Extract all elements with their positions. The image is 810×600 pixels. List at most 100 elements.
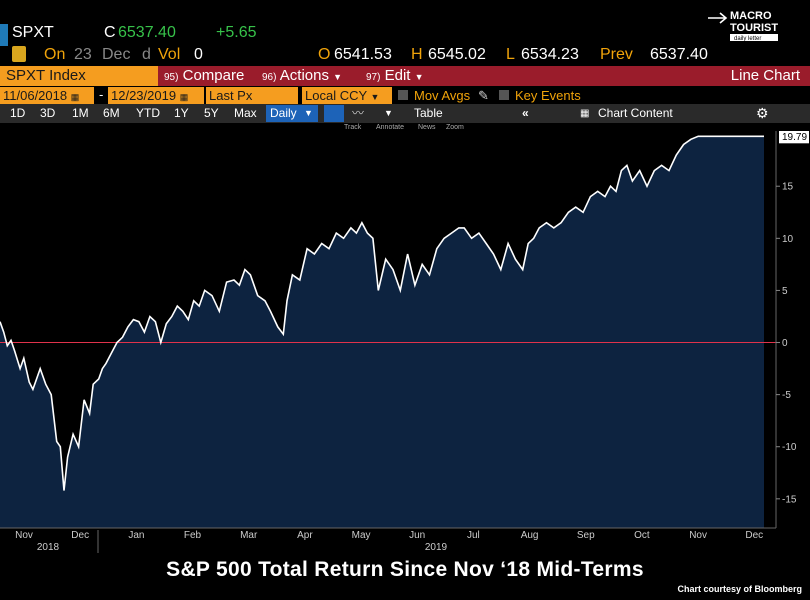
end-date-field[interactable]: 12/23/2019 ▦ (108, 87, 204, 104)
high-value: 6545.02 (428, 46, 486, 63)
actions-num: 96) (262, 72, 277, 83)
period-ytd[interactable]: YTD (136, 106, 160, 120)
chevron-down-icon: ▼ (333, 72, 343, 82)
x-month-label: Mar (240, 530, 258, 541)
zoom-tool[interactable]: Zoom (446, 124, 464, 131)
logo-line2: TOURIST (730, 22, 778, 34)
alert-icon[interactable] (12, 46, 26, 62)
controls-bar: 11/06/2018 ▦ - 12/23/2019 ▦ Last Px Loca… (0, 87, 810, 105)
year-2018-label: 2018 (37, 542, 60, 553)
x-month-label: Nov (15, 530, 33, 541)
line-chart-icon[interactable] (324, 105, 344, 122)
track-tool[interactable]: Track (344, 124, 362, 131)
period-5y[interactable]: 5Y (204, 106, 219, 120)
ticker-symbol: SPXT (12, 24, 54, 41)
chevron-down-icon: ▼ (304, 108, 313, 118)
key-events-checkbox[interactable] (499, 90, 509, 100)
currency-value: Local CCY (305, 88, 367, 103)
frequency-select[interactable]: Daily ▼ (266, 105, 318, 122)
start-date-field[interactable]: 11/06/2018 ▦ (0, 87, 94, 104)
collapse-icon[interactable]: « (522, 106, 529, 120)
mov-avgs-label: Mov Avgs (414, 88, 471, 103)
x-month-label: Dec (71, 530, 89, 541)
y-tick-label: 15 (782, 182, 794, 193)
period-1y[interactable]: 1Y (174, 106, 189, 120)
high-label: H (411, 46, 423, 63)
period-1m[interactable]: 1M (72, 106, 89, 120)
close-label: C (104, 24, 116, 41)
last-value-text: 19.79 (782, 132, 807, 143)
x-month-label: Nov (689, 530, 707, 541)
credit-text: Chart courtesy of Bloomberg (677, 584, 802, 594)
arrow-icon (708, 12, 728, 24)
chart-style-icon[interactable]: 〰 (352, 106, 365, 120)
ticker-marker (0, 24, 8, 46)
mov-avgs-checkbox[interactable] (398, 90, 408, 100)
price-change: +5.65 (216, 24, 257, 41)
actions-label: Actions (279, 67, 329, 84)
edit-label: Edit (384, 67, 411, 84)
y-axis-ticks: -15 -10 -5 0 5 10 15 (776, 182, 797, 505)
menu-bar: SPXT Index 95) Compare 96) Actions ▼ 97)… (0, 66, 810, 86)
price-chart[interactable]: -15 -10 -5 0 5 10 15 19.79 Nov Dec Jan Feb Mar Apr M… (0, 131, 810, 555)
period-max[interactable]: Max (234, 106, 257, 120)
x-month-label: Jul (467, 530, 480, 541)
frequency-value: Daily (270, 106, 297, 120)
chevron-down-icon[interactable]: ▼ (384, 108, 393, 118)
actions-menu[interactable]: 96) Actions ▼ (262, 66, 342, 86)
date-separator: - (99, 87, 104, 102)
x-month-label: Sep (577, 530, 595, 541)
open-value: 6541.53 (334, 46, 392, 63)
edit-num: 97) (366, 72, 381, 83)
security-field[interactable]: SPXT Index (0, 66, 158, 86)
x-month-label: Feb (184, 530, 202, 541)
low-label: L (506, 46, 515, 63)
chart-content-button[interactable]: Chart Content (598, 106, 673, 120)
field-select[interactable]: Last Px (206, 87, 298, 104)
key-events-label: Key Events (515, 88, 581, 103)
news-tool[interactable]: News (418, 124, 436, 131)
start-date: 11/06/2018 (3, 88, 68, 103)
date-month: Dec (102, 46, 131, 63)
low-value: 6534.23 (521, 46, 579, 63)
x-month-label: Apr (297, 530, 313, 541)
logo-tag-bg (730, 34, 778, 41)
period-1d[interactable]: 1D (10, 106, 26, 120)
chart-content-icon: ▦ (580, 108, 590, 119)
pencil-icon[interactable]: ✎ (478, 88, 489, 103)
quote-header: SPXT C 6537.40 +5.65 On 23 Dec d Vol 0 O… (0, 0, 810, 63)
last-value-box (779, 131, 809, 144)
prev-label: Prev (600, 46, 633, 63)
logo-line1: MACRO (730, 10, 772, 22)
currency-select[interactable]: Local CCY ▼ (302, 87, 392, 104)
chart-title: S&P 500 Total Return Since Nov ‘18 Mid-T… (166, 558, 644, 581)
x-month-label: Oct (634, 530, 650, 541)
return-line (0, 135, 764, 491)
last-price: 6537.40 (118, 24, 176, 41)
open-label: O (318, 46, 331, 63)
date-suffix: d (142, 46, 151, 63)
edit-menu[interactable]: 97) Edit ▼ (366, 66, 424, 86)
x-month-label: May (352, 530, 371, 541)
gear-icon[interactable]: ⚙ (756, 105, 769, 121)
logo-tag: daily letter (734, 36, 761, 42)
compare-num: 95) (164, 72, 179, 83)
y-tick-label: -15 (782, 494, 797, 505)
table-button[interactable]: Table (414, 106, 443, 120)
volume-value: 0 (194, 46, 203, 63)
prev-value: 6537.40 (650, 46, 708, 63)
last-value-label: 19.79 (779, 131, 809, 144)
end-date: 12/23/2019 (111, 88, 177, 103)
period-3d[interactable]: 3D (40, 106, 56, 120)
x-month-label: Jan (128, 530, 144, 541)
macro-tourist-logo: MACRO TOURIST daily letter (706, 4, 796, 42)
annotate-tool[interactable]: Annotate (376, 124, 405, 131)
logo-graphic: MACRO TOURIST daily letter (708, 10, 778, 42)
chart-type-label[interactable]: Line Chart (730, 67, 800, 84)
volume-label: Vol (158, 46, 181, 63)
on-label: On (44, 46, 66, 63)
x-axis-months: Nov Dec Jan Feb Mar Apr May Jun Jul Aug Sep Oct Nov D… (15, 530, 763, 541)
period-6m[interactable]: 6M (103, 106, 120, 120)
compare-menu[interactable]: 95) Compare (164, 66, 244, 86)
y-tick-label: 0 (782, 338, 788, 349)
